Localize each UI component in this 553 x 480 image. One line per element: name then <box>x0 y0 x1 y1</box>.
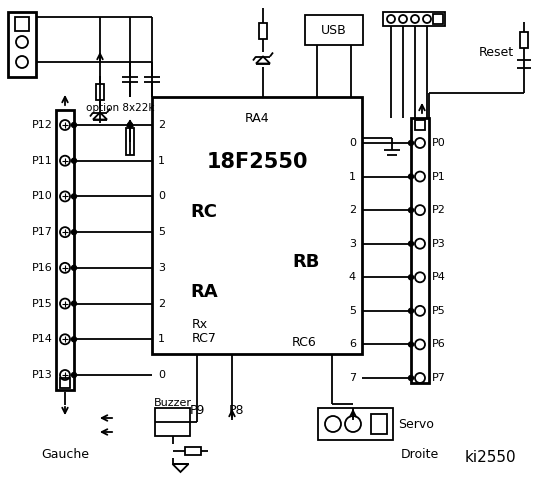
Circle shape <box>409 141 414 145</box>
Text: 0: 0 <box>158 192 165 202</box>
Circle shape <box>71 372 76 377</box>
Text: USB: USB <box>321 24 347 36</box>
Text: P15: P15 <box>32 299 53 309</box>
Bar <box>520 32 528 48</box>
Circle shape <box>409 275 414 280</box>
Text: 2: 2 <box>349 205 356 215</box>
Text: Reset: Reset <box>479 47 514 60</box>
Bar <box>305 15 363 45</box>
Text: 4: 4 <box>349 272 356 282</box>
Text: 18F2550: 18F2550 <box>206 152 308 172</box>
Text: RA4: RA4 <box>244 112 269 125</box>
Text: 1: 1 <box>158 156 165 166</box>
Text: P4: P4 <box>432 272 446 282</box>
Text: P14: P14 <box>32 334 53 344</box>
Text: Droite: Droite <box>401 448 439 461</box>
Circle shape <box>409 342 414 347</box>
Text: Buzzer: Buzzer <box>154 398 191 408</box>
Text: P16: P16 <box>32 263 53 273</box>
Circle shape <box>71 122 76 128</box>
Text: P13: P13 <box>32 370 53 380</box>
Bar <box>152 97 362 354</box>
Text: Gauche: Gauche <box>41 448 89 461</box>
Circle shape <box>71 265 76 270</box>
Text: 0: 0 <box>158 370 165 380</box>
Text: P7: P7 <box>432 373 446 383</box>
Circle shape <box>409 174 414 179</box>
Text: ki2550: ki2550 <box>464 451 516 466</box>
Text: P11: P11 <box>32 156 53 166</box>
Text: P10: P10 <box>32 192 53 202</box>
Bar <box>8 12 36 77</box>
Bar <box>155 408 190 436</box>
Circle shape <box>71 301 76 306</box>
Bar <box>415 120 425 130</box>
Text: 1: 1 <box>349 171 356 181</box>
Bar <box>259 23 267 39</box>
Text: 0: 0 <box>349 138 356 148</box>
Circle shape <box>409 208 414 213</box>
Circle shape <box>409 308 414 313</box>
Text: 2: 2 <box>158 299 165 309</box>
Text: P6: P6 <box>432 339 446 349</box>
Text: 2: 2 <box>158 120 165 130</box>
Circle shape <box>128 122 133 128</box>
Circle shape <box>71 229 76 235</box>
Bar <box>96 84 104 100</box>
Text: P5: P5 <box>432 306 446 316</box>
Text: RC6: RC6 <box>292 336 317 348</box>
Circle shape <box>71 194 76 199</box>
Bar <box>433 14 443 24</box>
Text: 5: 5 <box>349 306 356 316</box>
Text: P0: P0 <box>432 138 446 148</box>
Text: P1: P1 <box>432 171 446 181</box>
Text: 3: 3 <box>349 239 356 249</box>
Circle shape <box>71 337 76 342</box>
Text: P8: P8 <box>229 404 245 417</box>
Text: RB: RB <box>293 253 320 271</box>
Bar <box>15 17 29 31</box>
Text: P9: P9 <box>189 404 205 417</box>
Text: P2: P2 <box>432 205 446 215</box>
Bar <box>126 128 134 155</box>
Text: RA: RA <box>190 283 218 301</box>
Bar <box>56 110 74 390</box>
Text: Servo: Servo <box>398 418 434 431</box>
Circle shape <box>409 375 414 381</box>
Text: 5: 5 <box>158 227 165 237</box>
Text: P12: P12 <box>32 120 53 130</box>
Text: 6: 6 <box>349 339 356 349</box>
Text: Rx: Rx <box>192 319 208 332</box>
Bar <box>60 378 70 388</box>
Text: P3: P3 <box>432 239 446 249</box>
Bar <box>318 408 393 440</box>
Bar <box>371 414 387 434</box>
Text: 1: 1 <box>158 334 165 344</box>
Text: P17: P17 <box>32 227 53 237</box>
Circle shape <box>409 241 414 246</box>
Bar <box>383 12 445 26</box>
Circle shape <box>71 158 76 163</box>
Text: RC: RC <box>190 203 217 221</box>
Bar <box>185 447 201 455</box>
Text: 3: 3 <box>158 263 165 273</box>
Bar <box>411 118 429 383</box>
Text: RC7: RC7 <box>192 333 217 346</box>
Text: 7: 7 <box>349 373 356 383</box>
Text: option 8x22k: option 8x22k <box>86 103 154 113</box>
